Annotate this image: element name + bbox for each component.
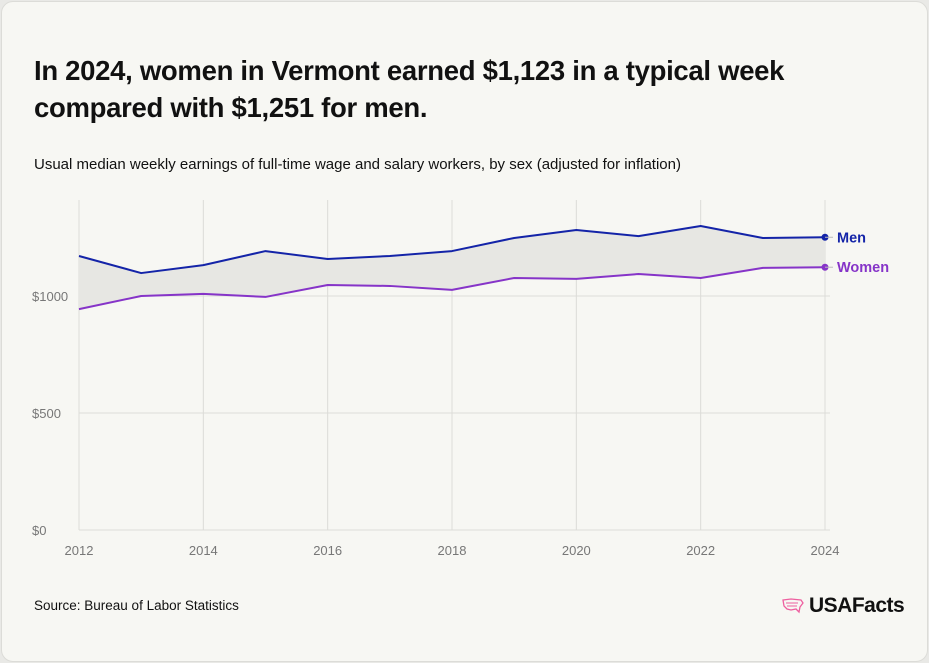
x-tick-label: 2024 <box>811 543 840 558</box>
x-tick-label: 2012 <box>65 543 94 558</box>
x-tick-label: 2022 <box>686 543 715 558</box>
series-line-women <box>78 266 826 311</box>
y-tick-label: $500 <box>32 406 61 421</box>
chart-title: In 2024, women in Vermont earned $1,123 … <box>34 55 785 123</box>
y-tick-label: $1000 <box>32 289 68 304</box>
x-tick-label: 2014 <box>189 543 218 558</box>
chart-subtitle: Usual median weekly earnings of full-tim… <box>34 156 681 173</box>
logo-text: USAFacts <box>809 594 905 617</box>
series-line-men <box>78 225 826 275</box>
source-note: Source: Bureau of Labor Statistics <box>34 598 239 613</box>
x-tick-label: 2018 <box>438 543 467 558</box>
series-label-men: Men <box>837 230 866 246</box>
y-tick-label: $0 <box>32 523 46 538</box>
gap-band <box>79 226 825 310</box>
usafacts-logo: USAFacts <box>781 594 905 618</box>
x-tick-label: 2020 <box>562 543 591 558</box>
x-tick-label: 2016 <box>313 543 342 558</box>
series-label-women: Women <box>837 260 889 276</box>
us-map-icon <box>782 598 804 614</box>
